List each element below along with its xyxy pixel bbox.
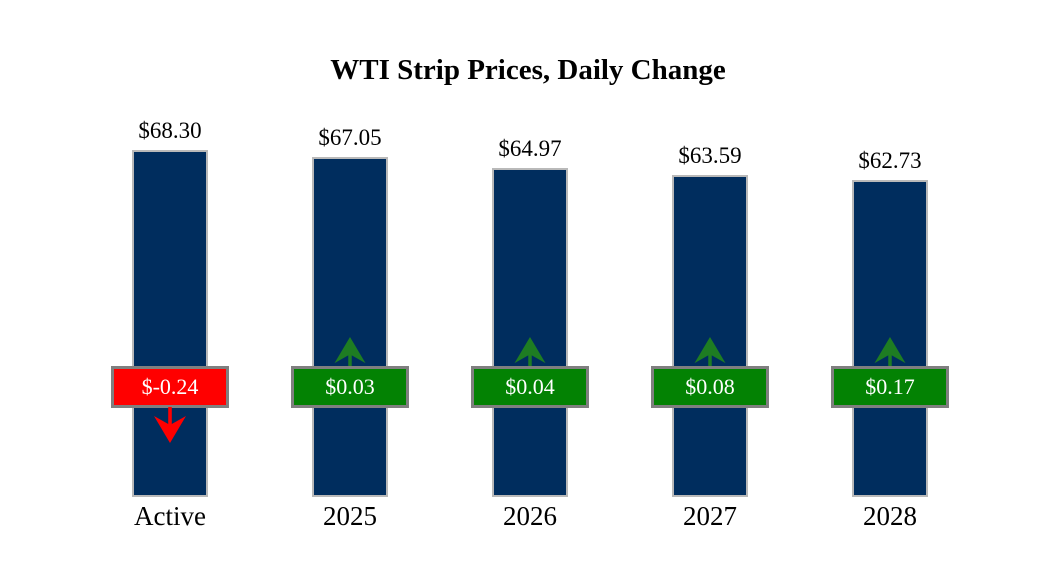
up-arrow-icon xyxy=(694,336,726,367)
price-label: $64.97 xyxy=(498,135,562,161)
price-label: $62.73 xyxy=(858,148,922,173)
up-arrow-icon xyxy=(874,336,906,367)
change-badge: $-0.24 xyxy=(111,366,229,408)
bar xyxy=(492,167,568,497)
bar-group-active: $68.30 $-0.24 Active xyxy=(80,0,260,576)
change-badge: $0.17 xyxy=(831,366,949,408)
up-arrow-icon xyxy=(334,336,366,367)
category-label: 2028 xyxy=(863,501,917,531)
category-label: 2026 xyxy=(503,501,557,531)
category-label: Active xyxy=(134,501,206,531)
bar-group-2026: $64.97 $0.04 2026 xyxy=(440,0,620,576)
chart-title: WTI Strip Prices, Daily Change xyxy=(330,54,726,86)
change-badge: $0.08 xyxy=(651,366,769,408)
bar xyxy=(672,175,748,497)
category-label: 2027 xyxy=(683,501,737,531)
bar xyxy=(312,156,388,497)
bar xyxy=(132,150,208,497)
change-badge: $0.03 xyxy=(291,366,409,408)
price-label: $63.59 xyxy=(678,143,742,169)
category-label: 2025 xyxy=(323,501,377,531)
price-label: $68.30 xyxy=(138,118,202,143)
down-arrow-icon xyxy=(154,407,186,443)
change-badge: $0.04 xyxy=(471,366,589,408)
up-arrow-icon xyxy=(514,336,546,367)
bar-group-2025: $67.05 $0.03 2025 xyxy=(260,0,440,576)
bar-group-2027: $63.59 $0.08 2027 xyxy=(620,0,800,576)
bar-group-2028: $62.73 $0.17 2028 xyxy=(800,0,980,576)
price-label: $67.05 xyxy=(318,124,382,150)
